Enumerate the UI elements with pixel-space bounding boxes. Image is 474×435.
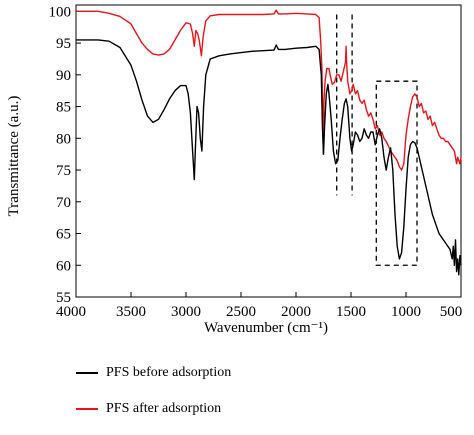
dashed-region-box-1 — [375, 80, 418, 266]
x-tick-label-3000: 3000 — [171, 304, 201, 320]
x-tick-label-1500: 1500 — [336, 304, 366, 320]
y-tick-label-95: 95 — [56, 36, 71, 52]
x-tick-label-3500: 3500 — [116, 304, 146, 320]
y-tick-label-55: 55 — [56, 290, 71, 306]
x-axis-title: Wavenumber (cm⁻¹) — [204, 320, 328, 336]
y-tick-label-70: 70 — [56, 195, 71, 211]
y-tick-label-65: 65 — [56, 227, 71, 243]
annotations — [336, 14, 418, 266]
y-tick-label-60: 60 — [56, 258, 71, 274]
legend-label-before: PFS before adsorption — [106, 365, 232, 380]
y-tick-label-100: 100 — [49, 4, 72, 20]
x-tick-label-500: 500 — [440, 304, 463, 320]
x-axis-ticks: 4000 3500 3000 2500 2000 1500 1000 500 — [56, 292, 462, 320]
plot-frame — [75, 4, 462, 298]
y-tick-label-80: 80 — [56, 131, 71, 147]
y-tick-label-85: 85 — [56, 100, 71, 116]
legend-label-after: PFS after adsorption — [106, 401, 222, 416]
y-axis-title: Transmittance (a.u.) — [6, 96, 22, 217]
series-layer — [76, 9, 462, 276]
x-tick-label-2000: 2000 — [281, 304, 311, 320]
legend-item-after: PFS after adsorption — [76, 391, 231, 427]
legend-item-before: PFS before adsorption — [76, 355, 231, 391]
legend-swatch-after — [76, 408, 98, 410]
x-tick-label-2500: 2500 — [226, 304, 256, 320]
y-tick-label-90: 90 — [56, 68, 71, 84]
plot-area — [75, 4, 462, 298]
y-tick-label-75: 75 — [56, 163, 71, 179]
series-line-before — [76, 39, 462, 276]
x-tick-label-4000: 4000 — [56, 304, 86, 320]
x-tick-label-1000: 1000 — [391, 304, 421, 320]
legend: PFS before adsorption PFS after adsorpti… — [76, 355, 231, 427]
legend-swatch-before — [76, 372, 98, 374]
series-line-after — [76, 9, 462, 171]
y-axis-ticks: 55 60 65 70 75 80 85 90 95 100 — [49, 4, 81, 306]
